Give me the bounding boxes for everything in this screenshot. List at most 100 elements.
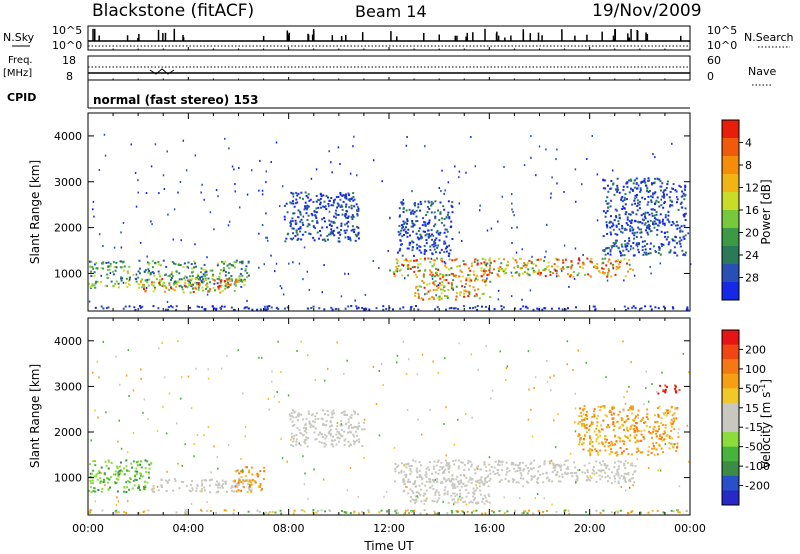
range-cell <box>630 462 633 465</box>
range-cell <box>322 194 325 197</box>
range-cell <box>472 270 475 273</box>
range-cell <box>427 200 430 203</box>
range-cell <box>450 480 453 483</box>
range-cell <box>199 276 202 279</box>
range-cell <box>420 235 423 238</box>
range-cell <box>608 258 611 261</box>
range-cell <box>333 439 336 442</box>
range-cell <box>247 261 250 264</box>
range-cell <box>91 479 94 482</box>
range-cell <box>626 245 629 248</box>
noise-cell <box>437 233 440 236</box>
range-cell <box>450 204 453 207</box>
range-cell <box>641 245 644 248</box>
ground-cell <box>462 305 465 308</box>
range-cell <box>539 271 542 274</box>
noise-cell <box>270 254 272 257</box>
range-cell <box>350 416 353 419</box>
range-cell <box>110 476 113 479</box>
range-cell <box>671 238 674 241</box>
range-cell <box>659 189 662 192</box>
range-cell <box>490 465 493 468</box>
range-cell <box>604 441 607 444</box>
range-cell <box>444 247 447 250</box>
range-cell <box>671 200 674 203</box>
noise-cell <box>191 488 194 491</box>
range-cell <box>305 205 308 208</box>
range-cell <box>516 265 519 268</box>
range-cell <box>484 271 487 274</box>
noise-cell <box>137 179 139 182</box>
range-cell <box>594 448 597 451</box>
noise-cell <box>485 345 487 348</box>
range-cell <box>670 224 673 227</box>
range-cell <box>450 494 453 497</box>
range-cell <box>299 211 302 214</box>
range-cell <box>460 498 463 501</box>
range-cell <box>614 215 617 218</box>
range-cell <box>401 235 404 238</box>
range-cell <box>102 261 105 264</box>
range-cell <box>664 213 667 216</box>
range-cell <box>355 434 358 437</box>
noise-cell <box>671 142 673 145</box>
noise-cell <box>464 413 467 416</box>
range-cell <box>663 222 666 225</box>
noise-cell <box>465 171 467 174</box>
noise-cell <box>676 195 678 198</box>
range-cell <box>656 430 659 433</box>
range-cell <box>326 196 329 199</box>
range-cell <box>129 476 132 479</box>
range-cell <box>405 476 408 479</box>
ground-cell <box>232 512 235 515</box>
range-cell <box>481 293 484 296</box>
range-cell <box>471 501 474 504</box>
range-cell <box>290 412 293 415</box>
ground-cell <box>115 511 118 514</box>
ground-cell <box>347 305 350 308</box>
range-cell <box>616 177 619 180</box>
range-cell <box>455 478 458 481</box>
range-cell <box>513 478 516 481</box>
range-cell <box>343 443 346 446</box>
range-cell <box>356 209 359 212</box>
range-cell <box>512 462 515 465</box>
range-cell <box>132 274 135 277</box>
range-cell <box>446 490 449 493</box>
range-cell <box>241 274 244 277</box>
range-cell <box>578 420 581 423</box>
range-cell <box>235 259 238 262</box>
ground-cell <box>519 307 522 310</box>
range-cell <box>172 288 175 291</box>
range-cell <box>307 437 310 440</box>
range-cell <box>326 234 329 237</box>
range-cell <box>338 231 341 234</box>
noise-cell <box>266 236 268 239</box>
range-cell <box>570 260 573 263</box>
range-cell <box>622 185 625 188</box>
range-cell <box>643 437 646 440</box>
range-cell <box>661 220 664 223</box>
range-cell <box>438 251 441 254</box>
range-cell <box>657 415 660 418</box>
range-cell <box>601 405 604 408</box>
range-cell <box>431 238 434 241</box>
range-cell <box>480 481 483 484</box>
range-cell <box>315 412 318 415</box>
range-cell <box>468 284 471 287</box>
range-cell <box>639 190 642 193</box>
range-cell <box>262 477 265 480</box>
range-cell <box>631 232 634 235</box>
range-cell <box>411 266 414 269</box>
range-cell <box>593 264 596 267</box>
range-cell <box>207 290 210 293</box>
range-cell <box>427 290 430 293</box>
range-cell <box>617 460 620 463</box>
noise-cell <box>660 198 662 201</box>
range-cell <box>639 189 642 192</box>
range-cell <box>666 180 669 183</box>
range-cell <box>661 439 664 442</box>
x-tick-label: 08:00 <box>273 522 305 535</box>
ground-cell <box>200 509 203 512</box>
range-cell <box>141 286 144 289</box>
